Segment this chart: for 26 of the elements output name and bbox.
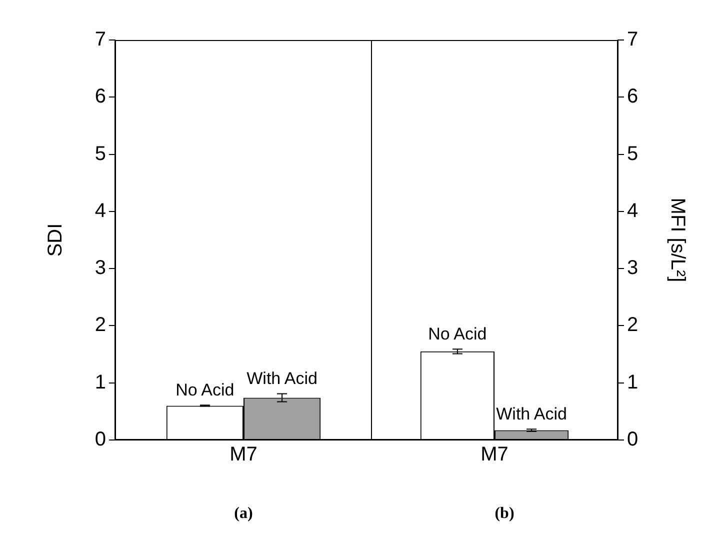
x-tick-label: M7 <box>480 444 508 466</box>
y2-tick-label: 7 <box>627 28 638 51</box>
y-tick-label: 5 <box>94 142 106 165</box>
y2-tick-label: 3 <box>627 257 638 280</box>
y-tick-label: 4 <box>94 200 106 222</box>
x-tick-label: M7 <box>230 444 258 466</box>
text: (a) <box>233 505 254 523</box>
y-tick-label: 1 <box>94 371 106 394</box>
series-label: No Acid <box>428 324 487 344</box>
y-tick-label: 3 <box>94 257 106 280</box>
y-tick-label: 7 <box>94 28 106 51</box>
y-axis-title: SDI <box>44 223 67 257</box>
y2-axis-title: MFI [s/L²] <box>666 198 688 282</box>
series-label: With Acid <box>246 368 318 388</box>
y2-tick-label: 0 <box>627 428 638 451</box>
text: (b) <box>494 505 516 523</box>
y2-tick-label: 2 <box>627 314 638 336</box>
y-tick-label: 6 <box>94 86 106 108</box>
y2-tick-label: 5 <box>627 142 638 165</box>
series-label: No Acid <box>176 380 234 400</box>
y-tick-label: 0 <box>94 428 106 451</box>
series-label: With Acid <box>496 404 567 424</box>
y2-tick-label: 4 <box>627 200 638 222</box>
y2-tick-label: 1 <box>627 371 638 394</box>
y-tick-label: 2 <box>94 314 106 336</box>
y2-tick-label: 6 <box>627 86 638 108</box>
